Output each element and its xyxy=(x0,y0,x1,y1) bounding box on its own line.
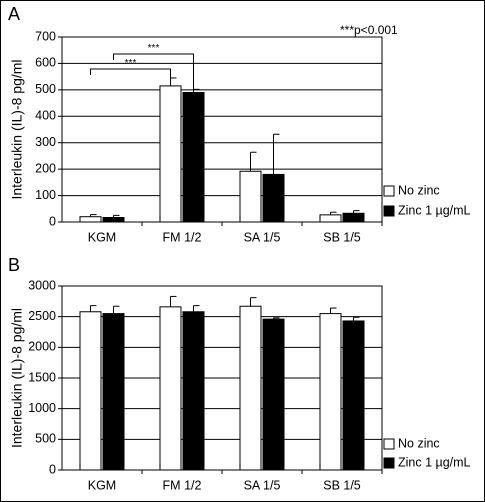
y-tick-label: 1500 xyxy=(28,370,56,384)
x-tick-label: KGM xyxy=(88,230,116,244)
panel-label: A xyxy=(8,4,20,24)
y-tick-label: 200 xyxy=(35,161,56,175)
legend-label: Zinc 1 µg/mL xyxy=(398,203,471,217)
legend-label: No zinc xyxy=(398,436,440,450)
legend-swatch xyxy=(383,438,395,450)
panel-label: B xyxy=(8,255,20,275)
significance-note: ***p<0.001 xyxy=(340,23,398,37)
x-tick-label: SB 1/5 xyxy=(323,478,361,492)
bar xyxy=(342,212,365,223)
bar xyxy=(319,313,342,471)
y-tick-label: 500 xyxy=(35,82,56,96)
legend-swatch xyxy=(383,205,395,217)
x-tick-label: FM 1/2 xyxy=(163,230,202,244)
bar xyxy=(159,306,182,471)
legend-label: Zinc 1 µg/mL xyxy=(398,455,471,469)
x-tick-label: KGM xyxy=(88,478,116,492)
legend-label: No zinc xyxy=(398,183,440,197)
y-tick-label: 500 xyxy=(35,432,56,446)
y-axis-label: Interleukin (IL)-8 pg/ml xyxy=(9,59,25,199)
significance-bracket xyxy=(113,53,194,90)
bar xyxy=(79,216,102,223)
y-tick-label: 600 xyxy=(35,56,56,70)
y-tick-label: 400 xyxy=(35,109,56,123)
y-tick-label: 2500 xyxy=(28,309,56,323)
x-tick-label: FM 1/2 xyxy=(163,478,202,492)
bar xyxy=(79,311,102,471)
significance-bracket xyxy=(90,68,171,78)
bar xyxy=(102,217,125,223)
x-tick-label: SB 1/5 xyxy=(323,230,361,244)
bar xyxy=(239,170,262,223)
bar xyxy=(159,85,182,223)
bar xyxy=(319,214,342,223)
y-tick-label: 1000 xyxy=(28,401,56,415)
y-tick-label: 700 xyxy=(35,29,56,43)
significance-label: *** xyxy=(148,43,160,54)
bar xyxy=(262,173,285,223)
y-tick-label: 300 xyxy=(35,135,56,149)
significance-label: *** xyxy=(125,58,137,69)
legend-swatch xyxy=(383,457,395,469)
x-tick-label: SA 1/5 xyxy=(244,230,281,244)
legend-swatch xyxy=(383,185,395,197)
bar xyxy=(182,92,205,223)
y-tick-label: 0 xyxy=(49,462,56,476)
y-tick-label: 2000 xyxy=(28,340,56,354)
bar xyxy=(262,318,285,471)
bar xyxy=(239,305,262,471)
y-tick-label: 3000 xyxy=(28,278,56,292)
y-tick-label: 0 xyxy=(49,214,56,228)
bar xyxy=(342,320,365,471)
bar xyxy=(182,311,205,471)
y-axis-label: Interleukin (IL)-8 pg/ml xyxy=(9,308,25,448)
plot-area xyxy=(61,36,383,223)
x-tick-label: SA 1/5 xyxy=(244,478,281,492)
y-tick-label: 100 xyxy=(35,188,56,202)
bar xyxy=(102,313,125,471)
